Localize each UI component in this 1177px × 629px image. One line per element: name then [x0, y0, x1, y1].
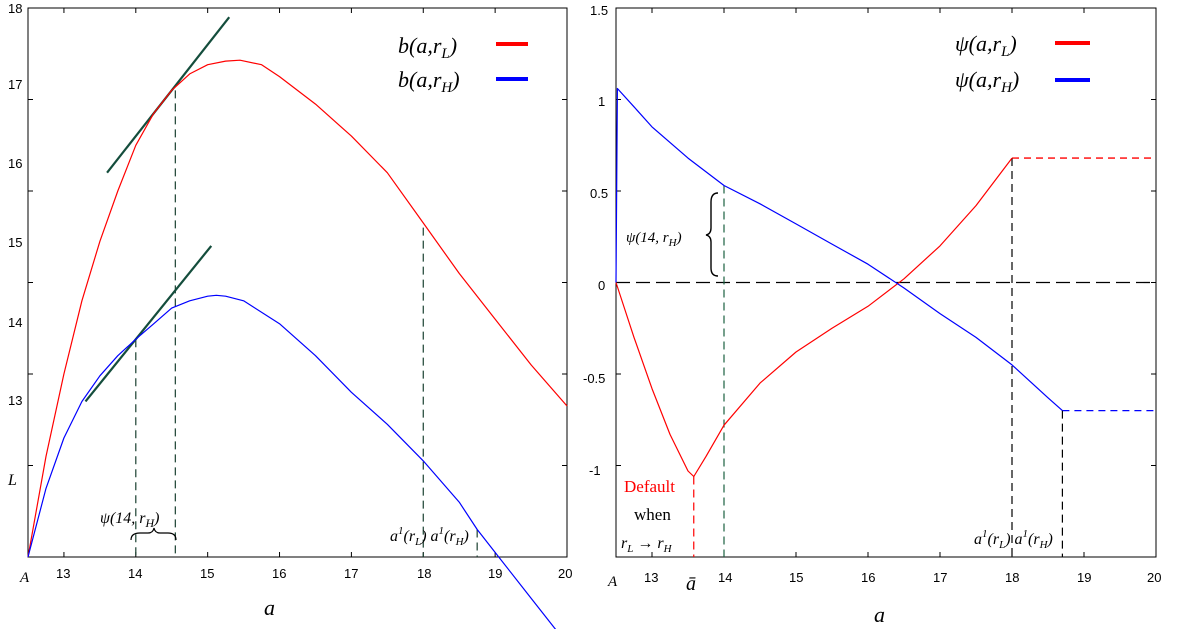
right-annotation-default: Default: [624, 477, 675, 496]
right-ytick-label: 0: [598, 278, 605, 293]
right-xtick-label: 15: [789, 570, 803, 585]
right-ytick-label: -0.5: [583, 371, 605, 386]
right-x-axis-label: a: [874, 602, 885, 627]
right-chart: -1 -0.5 0 0.5 1 1.5 13 14 15 16 17 18 19…: [583, 3, 1161, 627]
right-xtick-label: 20: [1147, 570, 1161, 585]
left-ytick-label: 15: [8, 235, 22, 250]
right-annotation-psi: ψ(14, rH): [626, 230, 682, 249]
right-ytick-label: 1: [598, 94, 605, 109]
right-xtick-label: 18: [1005, 570, 1019, 585]
left-y-origin-label: L: [7, 472, 17, 489]
left-ytick-label: 13: [8, 393, 22, 408]
left-xtick-label: 13: [56, 566, 70, 581]
legend-label-psi-rH: ψ(a,rH): [955, 67, 1019, 96]
series-line-arl: [615, 157, 1013, 478]
left-legend: b(a,rL) b(a,rH): [398, 33, 528, 96]
left-ytick-label: 17: [8, 77, 22, 92]
right-series-group: [615, 87, 1156, 557]
right-x-special-label: ā: [686, 573, 696, 595]
right-ytick-label: 0.5: [590, 186, 608, 201]
right-xtick-label: 19: [1077, 570, 1091, 585]
tangent-line: [84, 245, 213, 403]
left-axis-ticks: [28, 7, 568, 557]
series-line-barh: [27, 294, 557, 629]
left-xtick-label: 20: [558, 566, 572, 581]
left-xtick-label: 17: [344, 566, 358, 581]
left-ytick-label: 14: [8, 315, 22, 330]
right-legend: ψ(a,rL) ψ(a,rH): [955, 31, 1090, 96]
left-xtick-label: 18: [417, 566, 431, 581]
right-xtick-label: 17: [933, 570, 947, 585]
right-ytick-label: 1.5: [590, 3, 608, 18]
left-brace: [130, 527, 177, 541]
legend-label-b-rL: b(a,rL): [398, 33, 457, 62]
left-xtick-label: 16: [272, 566, 286, 581]
right-annotation-when: when: [634, 505, 671, 524]
series-line-arh: [615, 87, 1063, 412]
left-xtick-label: 19: [488, 566, 502, 581]
left-series-group: [27, 16, 568, 629]
right-ytick-label: -1: [589, 463, 601, 478]
right-xtick-label: 14: [718, 570, 732, 585]
left-chart: 13 14 15 16 17 18 L 13 14 15 16 17 18 19…: [7, 1, 572, 629]
left-xtick-label: 14: [128, 566, 142, 581]
left-ytick-label: 18: [8, 1, 22, 16]
right-xtick-label: 13: [644, 570, 658, 585]
left-x-origin-label: A: [19, 570, 30, 586]
legend-label-psi-rL: ψ(a,rL): [955, 31, 1017, 60]
series-line-barl: [27, 59, 568, 558]
right-annotation-rL-rH: rL → rH: [621, 535, 673, 555]
right-annotation-a1: a1(rL) a1(rH): [974, 528, 1053, 551]
left-ytick-label: 16: [8, 156, 22, 171]
right-brace: [705, 192, 719, 277]
right-xtick-label: 16: [861, 570, 875, 585]
left-annotation-a1: a1(rL) a1(rH): [390, 525, 469, 548]
left-xtick-label: 15: [200, 566, 214, 581]
legend-label-b-rH: b(a,rH): [398, 67, 460, 96]
left-x-axis-label: a: [264, 595, 275, 620]
right-x-origin-label: A: [607, 574, 618, 590]
left-annotation-psi: ψ(14, rH): [100, 510, 160, 530]
